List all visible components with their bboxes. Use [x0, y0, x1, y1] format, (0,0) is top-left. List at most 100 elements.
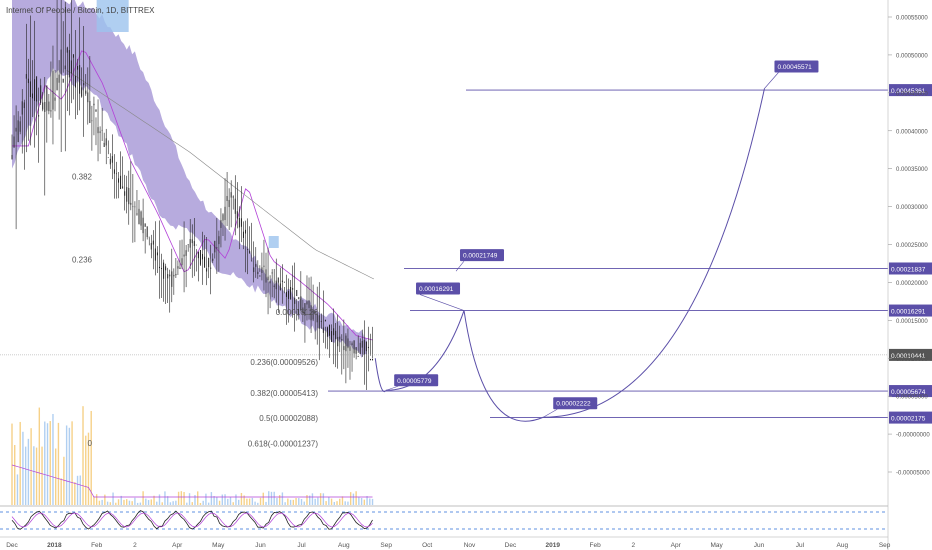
volume-bar	[311, 493, 314, 505]
callout-box	[553, 397, 598, 410]
price-level-badge	[889, 304, 932, 317]
volume-bar	[336, 501, 338, 505]
candle-body	[34, 79, 36, 101]
price-level-badge	[889, 411, 932, 424]
volume-bar	[60, 478, 62, 505]
volume-bar	[87, 432, 90, 505]
x-tick-label: Jul	[297, 542, 306, 549]
volume-bar	[142, 491, 144, 505]
volume-bar	[300, 499, 303, 505]
volume-bar	[281, 492, 284, 505]
candle-body	[218, 236, 220, 245]
candle-body	[333, 328, 335, 336]
volume-bar	[355, 491, 357, 505]
volume-bar	[319, 493, 322, 505]
callout-leader	[419, 294, 465, 311]
volume-bar	[191, 502, 193, 505]
volume-bar	[289, 499, 292, 505]
callout-leader	[764, 72, 779, 89]
volume-bar	[298, 498, 300, 505]
candle-body	[240, 218, 242, 227]
candle-body	[19, 121, 21, 132]
x-tick-label: 2019	[546, 542, 561, 549]
candle-body	[369, 358, 371, 361]
callout-box	[774, 60, 819, 73]
candle-body	[175, 273, 177, 276]
candle-body	[361, 340, 363, 348]
volume-bar	[227, 498, 229, 505]
volume-bar	[109, 502, 112, 505]
volume-bar	[213, 496, 215, 505]
candle-body	[124, 191, 126, 196]
ichimoku-cloud	[12, 0, 368, 358]
candle-body	[253, 267, 255, 273]
candle-body	[81, 87, 83, 97]
volume-bar	[287, 498, 289, 505]
volume-bar	[317, 497, 319, 505]
candle-body	[72, 54, 74, 58]
volume-bar	[63, 456, 65, 505]
x-tick-label: Apr	[172, 542, 183, 549]
price-level-badge	[889, 385, 932, 398]
candle-body	[91, 120, 93, 122]
candle-body	[261, 267, 263, 273]
callout-label: 0.00045571	[777, 64, 812, 71]
candle-body	[185, 250, 187, 256]
volume-bar	[325, 501, 327, 505]
candle-body	[310, 305, 312, 321]
callout-box	[416, 282, 461, 295]
candle-body	[316, 312, 318, 323]
volume-bar	[333, 501, 335, 505]
volume-bar	[229, 497, 232, 505]
volume-bar	[180, 491, 183, 505]
candle-body	[202, 254, 204, 260]
candle-body	[275, 280, 277, 290]
candle-body	[165, 266, 167, 271]
candle-body	[144, 223, 146, 227]
volume-bar	[270, 491, 273, 505]
volume-bar	[352, 493, 355, 505]
volume-bar	[98, 500, 101, 505]
candle-body	[210, 267, 212, 269]
candle-body	[224, 206, 226, 221]
candle-body	[314, 311, 316, 313]
time-axis: Dec 2018 Feb 2 Apr May Jun Jul Aug Sep Oct Nov Dec 20…	[6, 542, 891, 549]
fib-level-label: 0.236	[72, 256, 93, 265]
candle-body	[341, 339, 343, 341]
volume-bar	[16, 474, 19, 505]
volume-bar	[339, 498, 341, 505]
candle-body	[122, 186, 124, 189]
candle-body	[31, 93, 33, 99]
callout-leader	[386, 385, 399, 391]
volume-bar	[147, 500, 150, 505]
candle-body	[52, 70, 54, 110]
candle-body	[79, 65, 81, 94]
x-tick-label: Oct	[422, 542, 432, 549]
volume-bar	[35, 447, 38, 505]
volume-bar	[95, 494, 98, 505]
callout-leader	[455, 260, 465, 272]
volume-bar	[14, 445, 16, 505]
candle-body	[222, 214, 224, 221]
candle-body	[138, 208, 140, 225]
candle-body	[161, 268, 163, 269]
volume-bar	[177, 491, 180, 505]
volume-bar	[232, 502, 234, 505]
price-level-badge	[889, 84, 932, 97]
volume-bar	[104, 494, 106, 505]
candle-body	[99, 131, 101, 133]
candle-body	[50, 110, 52, 112]
volume-bar	[186, 502, 188, 505]
x-tick-label: 2018	[47, 542, 62, 549]
candle-body	[195, 244, 197, 246]
volume-bar	[248, 498, 251, 505]
candle-body	[187, 244, 189, 245]
candle-body	[142, 217, 144, 234]
volume-bar	[309, 495, 311, 505]
chart-title: Internet Of People / Bitcoin, 1D, BITTRE…	[6, 6, 155, 15]
volume-bar	[24, 446, 27, 505]
candle-body	[251, 260, 253, 262]
x-tick-label: Nov	[464, 542, 476, 549]
y-tick-label: 0.00035000	[896, 167, 928, 173]
